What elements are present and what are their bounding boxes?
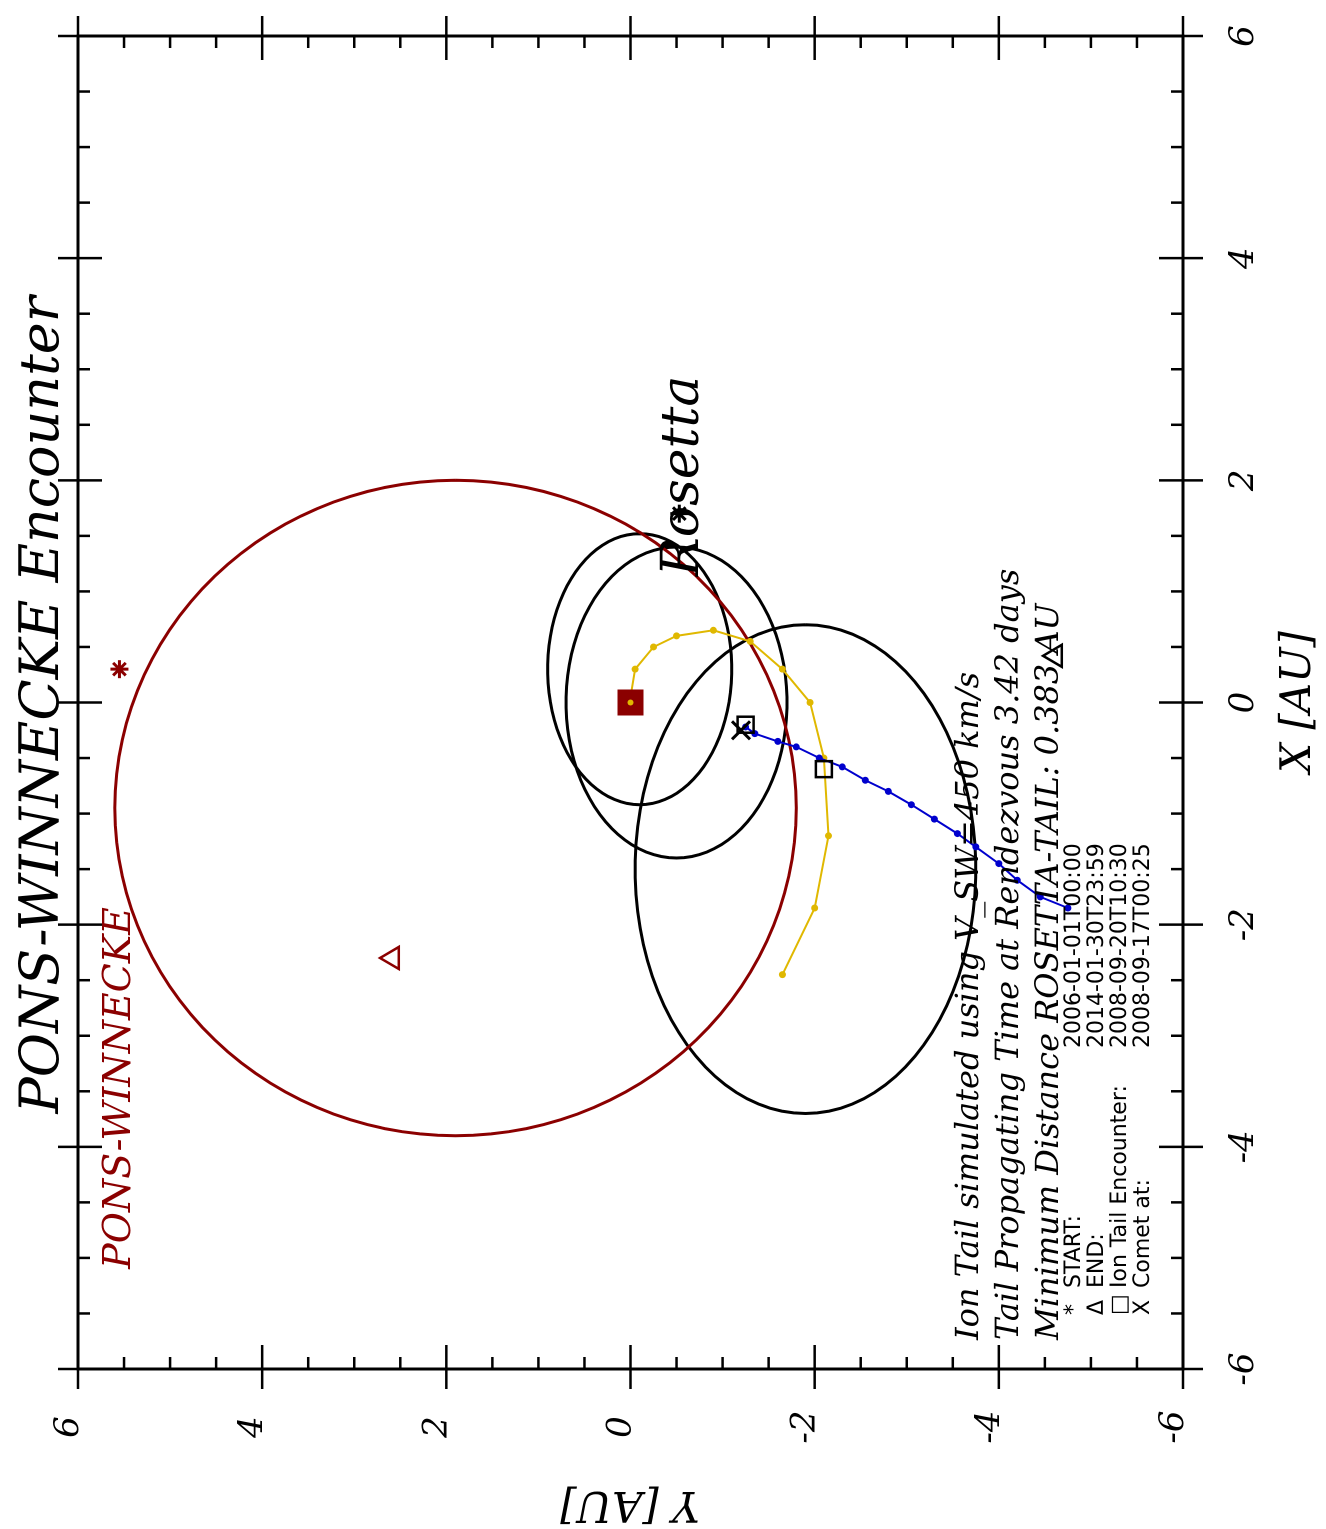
legend-label: Ion Tail Encounter: [1107,1085,1132,1288]
ion-tail-point [861,776,869,784]
sun-track-point [806,699,814,706]
x-tick-label: 4 [1222,247,1262,270]
legend-label: START: [1061,1215,1086,1288]
comet-start-marker [110,660,129,679]
ion-tail-point [930,815,938,823]
plot-area [110,478,1072,1138]
star-stroke [112,661,127,677]
legend-symbol: * [1061,1304,1086,1315]
legend-value: 2008-09-17T00:25 [1130,843,1155,1048]
ion-tail-point [792,743,800,751]
ion-tail-point [838,763,846,771]
legend-symbol: Δ [1084,1300,1109,1315]
x-axis-label: X [AU] [1271,631,1320,776]
y-tick-label: 4 [231,1416,271,1439]
sun-track-point [650,643,658,651]
annotation-propagation: Tail Propagating Time at Rendezvous 3.42… [988,569,1026,1340]
y-tick-label: 0 [600,1416,640,1438]
spacecraft-start-marker [670,504,689,523]
comet-end-marker [377,944,401,972]
ion-tail-point [774,737,782,745]
sun-track-point [709,626,717,634]
x-tick-label: -6 [1222,1352,1262,1385]
sun-track-point [811,904,819,912]
sun-track-point [778,665,786,673]
legend-label: Comet at: [1130,1179,1155,1288]
legend: * START: 2006-01-01T00:00 Δ END: 2014-01-30T2… [1061,843,1155,1315]
annotations: Ion Tail simulated using V_SW=450 km/s T… [948,569,1066,1341]
ion-tail-point [972,843,980,851]
spacecraft-end-marker [1040,642,1064,670]
ion-tail-point [815,754,823,762]
ion-tail-point [884,787,892,795]
ion-tail-encounter-marker [814,759,834,779]
ion-tail-point [907,801,915,809]
y-tick-label: -6 [1152,1410,1192,1443]
legend-value: 2014-01-30T23:59 [1084,843,1109,1048]
y-tick-label: -4 [968,1410,1008,1443]
legend-label: END: [1084,1233,1109,1288]
legend-symbol: □ [1107,1294,1132,1315]
x-tick-label: -2 [1222,908,1262,941]
annotation-min-distance: Minimum Distance ROSETTA-TAIL: 0.383 AU [1028,602,1066,1341]
axes-ticks: -6 -4 -2 0 2 4 6 6 4 2 0 -2 -4 -6 [47,16,1262,1444]
star-stroke [671,506,687,522]
ion-tail-encounter-marker [736,715,755,734]
x-tick-label: 2 [1222,470,1262,493]
annotation-vsw: Ion Tail simulated using V_SW=450 km/s [948,672,986,1341]
spacecraft-label: Rosetta [651,376,711,578]
comet-label: PONS-WINNECKE [95,907,139,1270]
y-tick-label: 2 [415,1416,455,1439]
y-tick-label: 6 [47,1416,87,1438]
x-tick-label: 0 [1222,692,1262,714]
ion-tail-point [1036,893,1044,901]
legend-value: 2006-01-01T00:00 [1061,843,1086,1048]
y-tick-label: -2 [784,1410,824,1443]
legend-symbol: X [1130,1300,1155,1315]
sun-track-point [746,637,754,645]
spacecraft-orbit-loop [564,545,789,860]
x-tick-label: 6 [1222,25,1262,47]
ion-tail-point [1064,904,1072,912]
spacecraft-orbit-loop [633,623,978,1116]
ion-tail-point [995,860,1003,868]
legend-value: 2008-09-20T10:30 [1107,843,1132,1048]
ion-tail-line [745,726,1069,909]
sun-track-point [673,632,681,640]
sun-track-point [631,665,639,673]
sun-track-point [824,832,832,840]
comet-position-marker [730,720,752,741]
ion-tail-point [953,830,961,838]
ion-tail-point [1013,876,1021,884]
comet-orbit-line [113,478,798,1138]
y-axis-label: Y [AU] [560,1482,700,1529]
sun-track-point [778,971,786,979]
sun-center-point [627,699,634,706]
x-stroke [730,720,752,741]
chart-title: PONS-WINNECKE Encounter [8,293,71,1114]
x-tick-label: -4 [1222,1130,1262,1163]
